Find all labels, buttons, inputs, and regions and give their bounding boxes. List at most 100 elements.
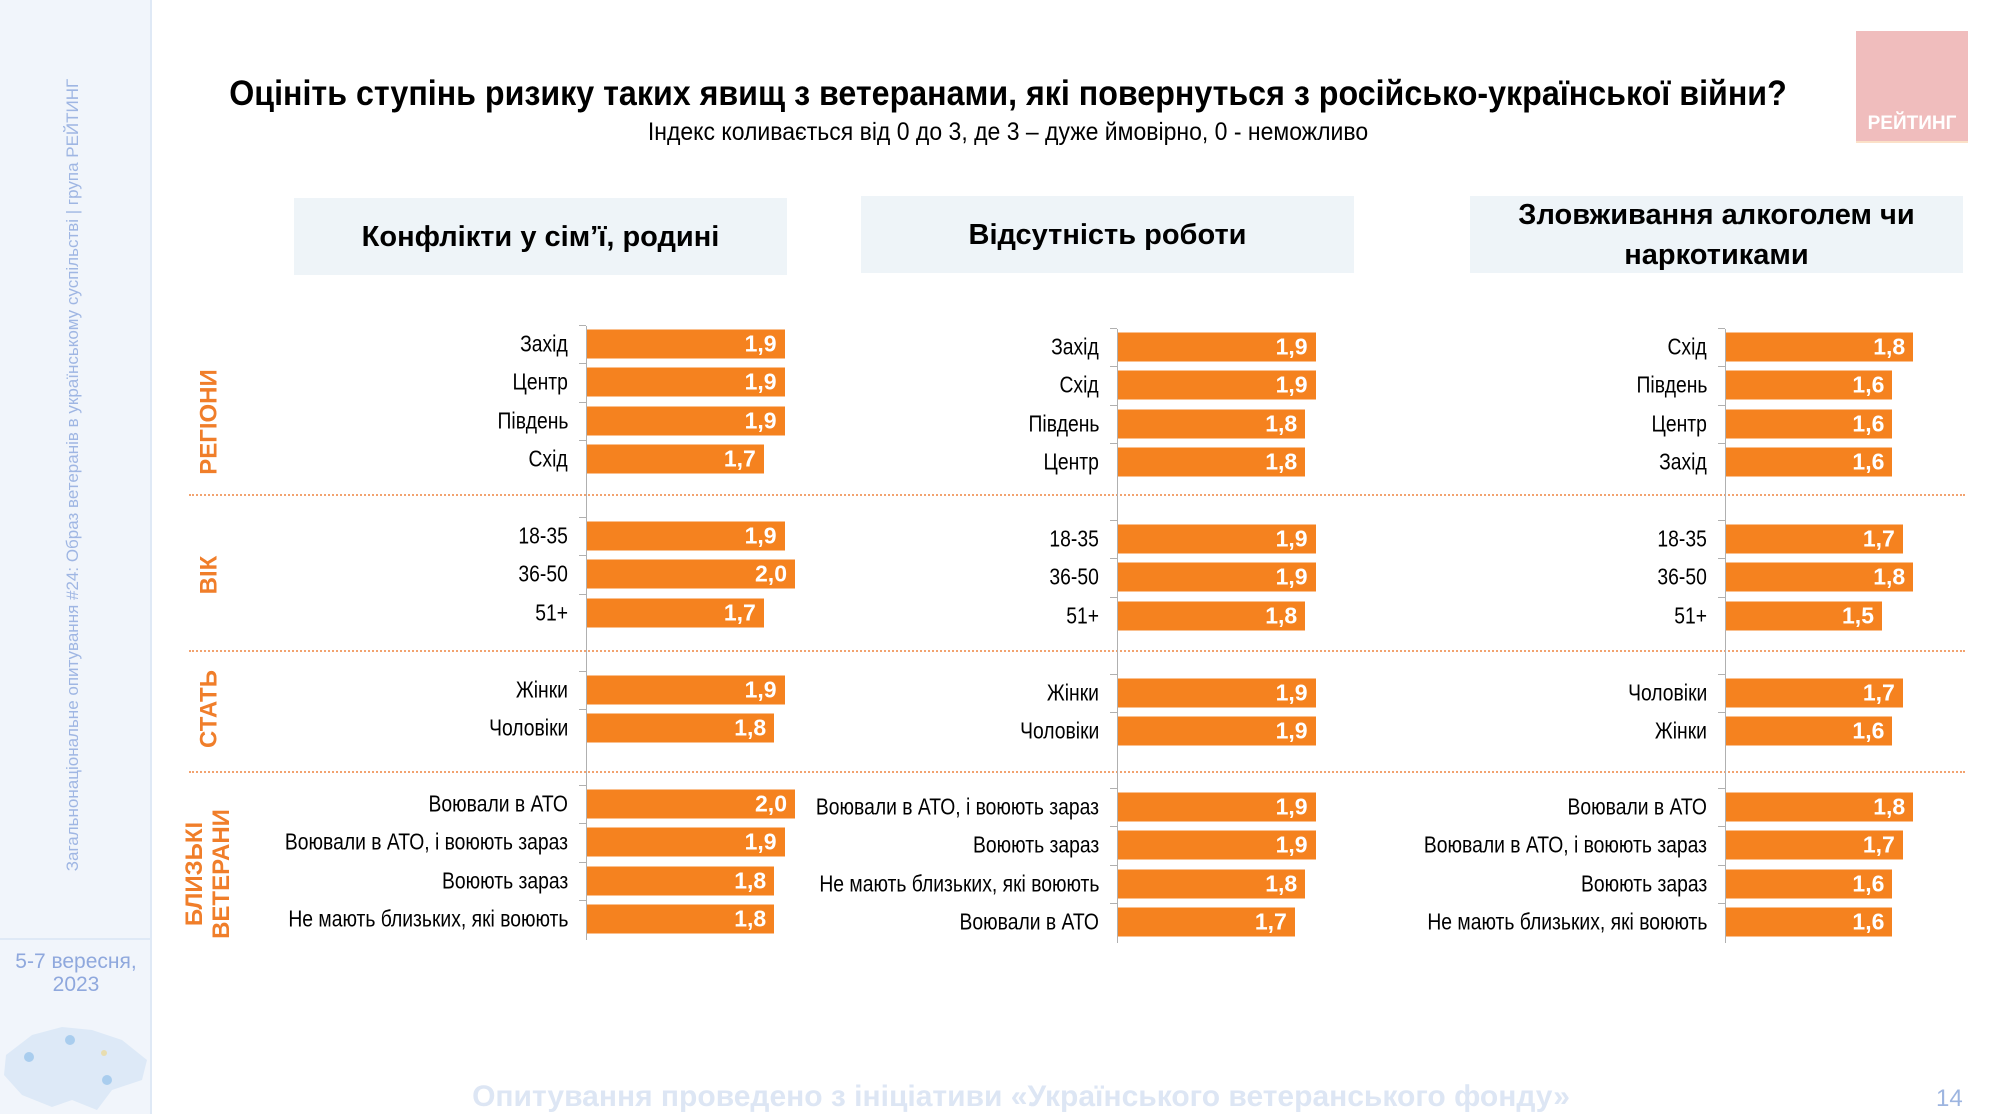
category-label: Чоловіки	[1627, 679, 1707, 706]
axis-tick	[1718, 596, 1725, 598]
bar-value-label: 1,7	[1254, 908, 1287, 935]
bar-value-label: 1,6	[1852, 410, 1885, 437]
bar-value-label: 1,6	[1852, 371, 1885, 398]
bar: 1,8	[1726, 562, 1914, 592]
bar-value-label: 1,9	[1275, 525, 1308, 552]
bar: 1,6	[1726, 447, 1893, 477]
bar: 1,8	[587, 904, 775, 934]
bar: 1,8	[1118, 447, 1306, 477]
panel-header-substance-abuse: Зловживання алкоголем чи наркотиками	[1470, 196, 1963, 273]
separator-age-gender	[189, 650, 1965, 652]
bar-value-label: 1,9	[1275, 563, 1308, 590]
bar-value-label: 1,8	[734, 714, 767, 741]
separator-gender-veterans	[189, 771, 1965, 773]
bar-value-label: 1,5	[1842, 602, 1874, 629]
axis-tick	[579, 363, 586, 365]
axis-tick	[1110, 826, 1117, 828]
axis-tick	[1110, 712, 1117, 714]
category-label: Воювали в АТО, і воюють зараз	[284, 828, 568, 855]
bar: 1,7	[587, 598, 764, 628]
bar-value-label: 2,0	[755, 790, 787, 817]
category-label: Центр	[1651, 410, 1707, 437]
axis-tick	[1110, 366, 1117, 368]
chart-axis	[586, 326, 587, 940]
survey-caption: Загальнонаціональне опитування #24: Обра…	[63, 78, 82, 872]
category-label: Південь	[497, 407, 568, 434]
bar-value-label: 2,0	[755, 560, 787, 587]
bar-value-label: 1,8	[1873, 793, 1906, 820]
page-subtitle: Індекс коливається від 0 до 3, де 3 – ду…	[647, 118, 1369, 146]
category-label: Воювали в АТО	[428, 790, 568, 817]
category-label: Захід	[520, 330, 568, 357]
bar: 1,9	[1118, 830, 1316, 860]
group-label-age: ВІК	[195, 555, 223, 595]
logo-text: РЕЙТИНГ	[1867, 113, 1957, 134]
axis-tick	[579, 324, 586, 326]
bar: 1,8	[587, 866, 775, 896]
category-label: Не мають близьких, які воюють	[818, 870, 1099, 897]
group-label-gender: СТАТЬ	[195, 670, 223, 748]
category-label: Центр	[1043, 448, 1099, 475]
bar: 1,8	[587, 713, 775, 743]
bar-value-label: 1,6	[1852, 870, 1885, 897]
bar-value-label: 1,9	[1275, 371, 1308, 398]
panel-header-family-conflicts: Конфлікти у сім’ї, родині	[294, 198, 787, 275]
category-label: 51+	[1674, 602, 1707, 629]
bar: 1,7	[587, 444, 764, 474]
axis-tick	[579, 516, 586, 518]
group-label-veterans: БЛИЗЬКІ ВЕТЕРАНИ	[181, 809, 235, 939]
bar: 1,6	[1726, 409, 1893, 439]
survey-date: 5-7 вересня, 2023	[15, 950, 137, 996]
axis-tick	[1110, 864, 1117, 866]
bar-value-label: 1,9	[744, 368, 777, 395]
axis-tick	[579, 784, 586, 786]
axis-tick	[579, 823, 586, 825]
category-label: 36-50	[518, 560, 568, 587]
bar: 1,9	[1118, 792, 1316, 822]
bar: 1,9	[587, 406, 785, 436]
bar-value-label: 1,8	[734, 905, 767, 932]
sidebar: Загальнонаціональне опитування #24: Обра…	[0, 0, 152, 1114]
bar: 1,7	[1118, 907, 1295, 937]
axis-tick	[579, 401, 586, 403]
category-label: Воюють зараз	[972, 831, 1099, 858]
bar-value-label: 1,8	[1265, 410, 1298, 437]
bar: 1,9	[587, 675, 785, 705]
axis-tick	[1110, 596, 1117, 598]
bar-value-label: 1,9	[744, 828, 777, 855]
footer-note: Опитування проведено з ініціативи «Украї…	[472, 1080, 1570, 1113]
bar-value-label: 1,8	[1873, 563, 1906, 590]
bar: 1,9	[1118, 524, 1316, 554]
bar: 1,8	[1118, 869, 1306, 899]
axis-tick	[1110, 903, 1117, 904]
category-label: Схід	[1667, 333, 1707, 360]
bar-value-label: 1,8	[1873, 333, 1906, 360]
bar: 1,9	[1118, 716, 1316, 746]
bar-value-label: 1,7	[1862, 525, 1895, 552]
axis-tick	[1718, 327, 1725, 329]
bar: 1,7	[1726, 678, 1903, 708]
bar: 1,9	[1118, 370, 1316, 400]
category-label: Схід	[528, 445, 568, 472]
group-label-regions: РЕГІОНИ	[195, 369, 223, 475]
bar-value-label: 1,7	[723, 445, 756, 472]
category-label: Центр	[512, 368, 568, 395]
bar-value-label: 1,7	[1862, 831, 1895, 858]
page-number: 14	[1936, 1085, 1963, 1112]
bar: 1,7	[1726, 524, 1903, 554]
bar: 1,6	[1726, 370, 1893, 400]
axis-tick	[1718, 903, 1725, 904]
rating-logo: РЕЙТИНГ	[1856, 31, 1968, 143]
category-label: Жінки	[515, 676, 568, 703]
bar: 1,9	[1118, 678, 1316, 708]
bar-value-label: 1,6	[1852, 717, 1885, 744]
axis-tick	[1718, 558, 1725, 560]
bar: 2,0	[587, 789, 795, 819]
axis-tick	[1718, 787, 1725, 789]
category-label: Воюють зараз	[441, 867, 568, 894]
chart-axis	[1725, 329, 1726, 943]
category-label: Південь	[1636, 371, 1707, 398]
category-label: 36-50	[1657, 563, 1707, 590]
separator-regions-age	[189, 494, 1965, 496]
bar-value-label: 1,8	[1265, 870, 1298, 897]
